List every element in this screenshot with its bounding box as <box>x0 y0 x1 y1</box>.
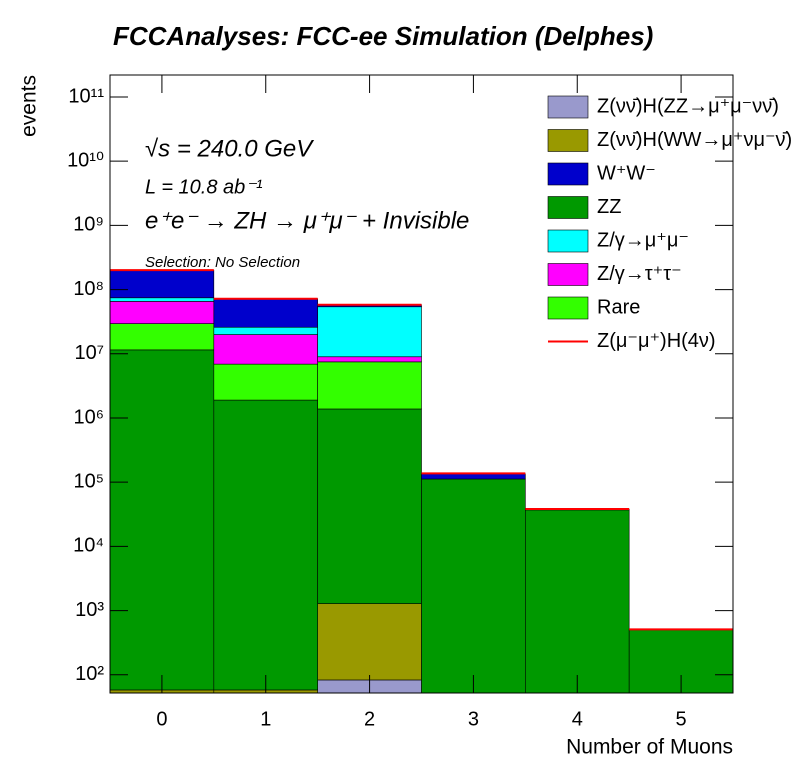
x-axis-label: Number of Muons <box>566 736 733 759</box>
y-axis-label: events <box>18 75 41 137</box>
plot-area <box>109 269 734 694</box>
legend-label: Z(μ⁻μ⁺)H(4ν) <box>597 330 716 352</box>
histogram-bar <box>525 509 630 694</box>
x-tick-label: 3 <box>468 708 479 730</box>
legend-swatch <box>547 162 589 186</box>
x-tick-label: 1 <box>260 708 271 730</box>
y-tick-label: 10⁶ <box>74 406 104 428</box>
histogram-bar <box>317 408 422 604</box>
legend-label: Z/γ→τ⁺τ⁻ <box>597 263 682 285</box>
legend-swatch <box>547 263 589 286</box>
histogram-bar <box>109 269 215 299</box>
annotation: Selection: No Selection <box>145 254 300 271</box>
legend-label: Rare <box>597 296 640 318</box>
y-tick-label: 10⁵ <box>73 470 104 492</box>
chart-title: FCCAnalyses: FCC-ee Simulation (Delphes) <box>113 21 653 51</box>
legend-label: Z/γ→μ⁺μ⁻ <box>597 229 689 251</box>
histogram-bar <box>317 356 422 363</box>
annotation: √s = 240.0 GeV <box>145 135 314 162</box>
x-tick-label: 5 <box>676 708 687 730</box>
histogram-bar <box>109 301 215 324</box>
histogram-bar <box>109 349 215 691</box>
y-tick-label: 10⁹ <box>73 214 104 236</box>
legend-swatch <box>547 196 589 219</box>
legend-label: Z(νν̄)H(ZZ→μ⁺μ⁻νν̄) <box>597 95 779 117</box>
legend-label: W⁺W⁻ <box>597 162 656 184</box>
histogram-bar <box>109 297 215 302</box>
histogram-bar <box>213 298 318 328</box>
histogram-bar <box>213 399 318 691</box>
y-tick-label: 10³ <box>75 599 104 621</box>
y-tick-label: 10² <box>75 663 104 685</box>
legend: Z(νν̄)H(ZZ→μ⁺μ⁻νν̄) Z(νν̄)H(WW→μ⁺νμ⁻ν̄) W⁺… <box>547 95 792 352</box>
legend-swatch <box>547 129 589 152</box>
histogram-bar <box>109 323 215 351</box>
histogram-bar <box>317 603 422 681</box>
legend-label: ZZ <box>597 196 621 218</box>
x-tick-label: 0 <box>156 708 167 730</box>
y-tick-label: 10⁸ <box>73 278 104 300</box>
y-tick-label: 10¹¹ <box>68 85 104 107</box>
histogram-bar <box>213 363 318 401</box>
legend-label: Z(νν̄)H(WW→μ⁺νμ⁻ν̄) <box>597 129 792 151</box>
histogram-bar <box>421 473 526 480</box>
histogram-bar <box>317 306 422 358</box>
x-tick-label: 2 <box>364 708 375 730</box>
histogram-bar <box>213 326 318 335</box>
y-tick-label: 10⁴ <box>73 535 104 557</box>
histogram-bar <box>317 361 422 410</box>
y-tick-label: 10¹⁰ <box>67 149 104 171</box>
histogram-bar <box>213 334 318 365</box>
y-tick-label: 10⁷ <box>75 342 104 364</box>
legend-swatch <box>547 229 589 253</box>
annotation: L = 10.8 ab⁻¹ <box>145 176 263 198</box>
x-tick-label: 4 <box>572 708 583 730</box>
legend-swatch <box>547 296 589 320</box>
frame <box>109 74 734 694</box>
histogram-bar <box>421 478 526 694</box>
annotation: e⁺e⁻ → ZH → μ⁺μ⁻ + Invisible <box>145 207 469 234</box>
legend-swatch <box>547 95 589 119</box>
